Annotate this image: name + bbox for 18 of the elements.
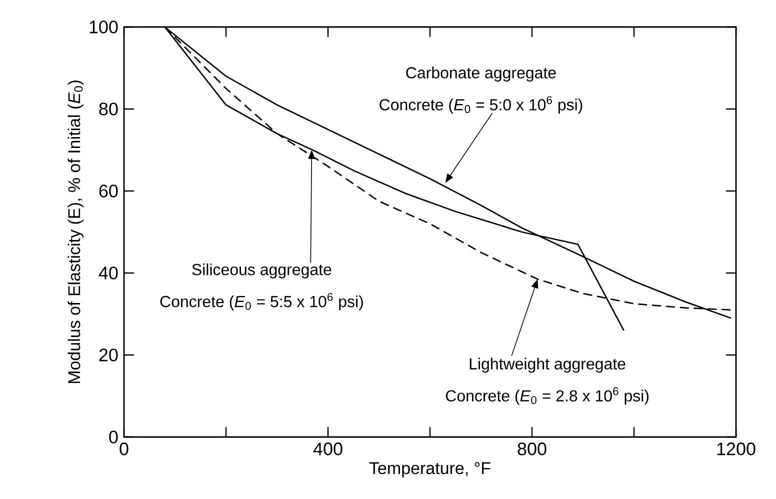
- y-tick-label: 40: [98, 266, 118, 280]
- y-tick-label: 60: [99, 184, 118, 198]
- annotation: Lightweight aggregate: [470, 358, 626, 373]
- x-tick-label: 1200: [717, 442, 756, 456]
- y-tick-label: 0: [109, 430, 118, 444]
- annotation: Concrete (E$_{0}$ = 5:0 x 10$^{6}$ psi): [380, 96, 582, 114]
- y-tick-label: 100: [90, 20, 118, 34]
- annotation: Concrete (E$_{0}$ = 2.8 x 10$^{6}$ psi): [446, 387, 648, 405]
- x-tick-label: 800: [518, 442, 546, 456]
- y-tick-label: 20: [99, 348, 118, 362]
- annotation: Siliceous aggregate: [192, 263, 332, 278]
- x-tick-label: 0: [120, 442, 128, 456]
- annotation: Carbonate aggregate: [406, 66, 556, 82]
- y-axis-title: Modulus of Elasticity (E), % of Initial (E$_{0}$): [68, 80, 84, 384]
- annotation: Concrete (E$_{0}$ = 5:5 x 10$^{6}$ psi): [160, 292, 363, 310]
- y-tick-label: 80: [99, 102, 118, 116]
- x-axis-title: Temperature, °F: [369, 462, 490, 478]
- x-tick-label: 400: [313, 442, 342, 456]
